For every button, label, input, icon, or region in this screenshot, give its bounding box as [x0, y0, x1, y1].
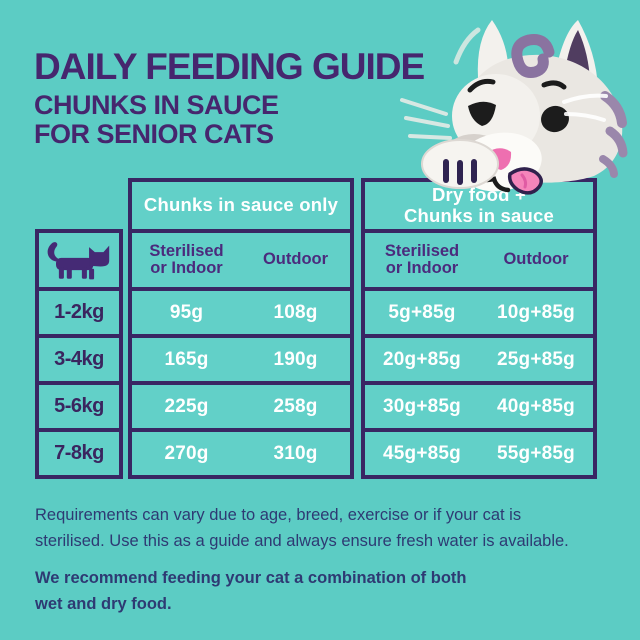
value-cell: 10g+85g: [497, 301, 575, 323]
reco-line2: wet and dry food.: [35, 595, 172, 614]
grey-cat-peeking-illustration: [400, 20, 628, 195]
wet-only-subheaders: Sterilised or Indoor Outdoor: [132, 233, 350, 287]
value-cell: 225g: [164, 395, 209, 417]
weight-column: 1-2kg 3-4kg 5-6kg 7-8kg: [35, 229, 123, 479]
weight-label: 7-8kg: [39, 432, 119, 475]
value-cell: 55g+85g: [497, 442, 575, 464]
page-title: DAILY FEEDING GUIDE: [34, 46, 425, 87]
value-cell: 108g: [273, 301, 318, 323]
value-cell: 258g: [273, 395, 318, 417]
combo-header-line2: Chunks in sauce: [403, 204, 554, 226]
value-cell: 40g+85g: [497, 395, 575, 417]
value-cell: 45g+85g: [383, 442, 461, 464]
value-cell: 25g+85g: [497, 348, 575, 370]
col-header-outdoor: Outdoor: [262, 250, 329, 269]
value-cell: 270g: [164, 442, 209, 464]
table-row: 45g+85g 55g+85g: [365, 432, 593, 475]
note-line1: Requirements can vary due to age, breed,…: [35, 506, 522, 524]
value-cell: 95g: [169, 301, 204, 323]
table-row: 5g+85g 10g+85g: [365, 291, 593, 334]
subtitle-line1: CHUNKS IN SAUCE: [34, 90, 279, 120]
table-row: 30g+85g 40g+85g: [365, 385, 593, 428]
table-row: 20g+85g 25g+85g: [365, 338, 593, 381]
combo-group-header: Dry food + Chunks in sauce: [365, 182, 593, 229]
table-row: 95g 108g: [132, 291, 350, 334]
reco-line1: We recommend feeding your cat a combinat…: [35, 569, 467, 587]
col-header-sterilised: Sterilised or Indoor: [149, 241, 224, 277]
value-cell: 30g+85g: [383, 395, 461, 417]
combo-subheaders: Sterilised or Indoor Outdoor: [365, 233, 593, 287]
weight-label: 3-4kg: [39, 338, 119, 381]
value-cell: 165g: [164, 348, 209, 370]
weight-label: 5-6kg: [39, 385, 119, 428]
page-subtitle: CHUNKS IN SAUCE FOR SENIOR CATS: [34, 91, 279, 148]
note-line2: sterilised. Use this as a guide and alwa…: [35, 532, 569, 551]
value-cell: 310g: [273, 442, 318, 464]
combo-column-group: Dry food + Chunks in sauce Sterilised or…: [361, 178, 597, 479]
value-cell: 190g: [273, 348, 318, 370]
requirements-note: Requirements can vary due to age, breed,…: [35, 502, 615, 555]
table-row: 225g 258g: [132, 385, 350, 428]
table-row: 270g 310g: [132, 432, 350, 475]
col-header-sterilised: Sterilised or Indoor: [384, 241, 460, 277]
cat-silhouette-icon: [47, 242, 110, 280]
weight-label: 1-2kg: [39, 291, 119, 334]
col-header-outdoor: Outdoor: [503, 250, 569, 269]
table-row: 165g 190g: [132, 338, 350, 381]
value-cell: 20g+85g: [383, 348, 461, 370]
value-cell: 5g+85g: [388, 301, 456, 323]
wet-only-column-group: Chunks in sauce only Sterilised or Indoo…: [128, 178, 354, 479]
subtitle-line2: FOR SENIOR CATS: [34, 118, 274, 149]
weight-column-header-cell: [39, 233, 119, 287]
wet-only-group-header: Chunks in sauce only: [132, 182, 350, 229]
recommendation-note: We recommend feeding your cat a combinat…: [35, 565, 615, 618]
